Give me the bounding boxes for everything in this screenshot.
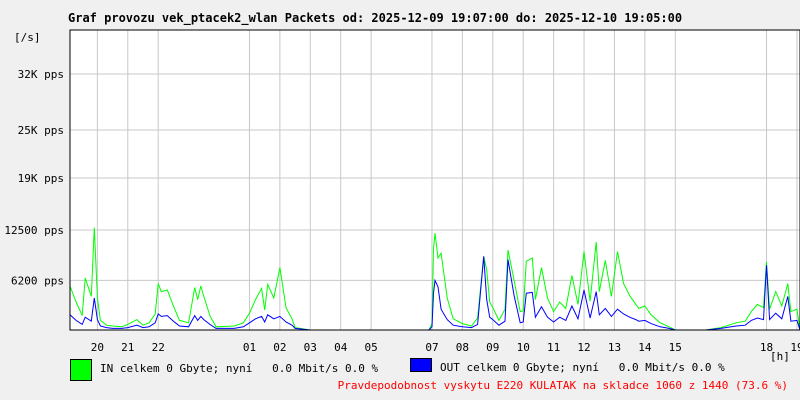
legend-in-swatch [70, 359, 92, 381]
y-tick-label: 6200 pps [11, 274, 64, 287]
x-tick-label: 22 [152, 341, 165, 354]
x-tick-label: 01 [243, 341, 256, 354]
x-tick-label: 21 [121, 341, 134, 354]
tick-labels: 6200 pps 12500 pps 19K pps 25K pps 32K pps 20… [4, 68, 800, 354]
y-tick-label: 12500 pps [4, 224, 64, 237]
legend-out: OUT celkem 0 Gbyte; nyní 0.0 Mbit/s 0.0 … [410, 358, 725, 397]
x-axis-label: [h] [770, 350, 790, 363]
legend-in: IN celkem 0 Gbyte; nyní 0.0 Mbit/s 0.0 % [70, 359, 378, 398]
x-tick-label: 08 [456, 341, 469, 354]
x-tick-label: 10 [517, 341, 530, 354]
grid [70, 30, 800, 330]
x-tick-label: 20 [91, 341, 104, 354]
y-axis-label: [/s] [14, 31, 41, 44]
legend-out-text: OUT celkem 0 Gbyte; nyní 0.0 Mbit/s 0.0 … [440, 361, 725, 374]
x-tick-label: 12 [577, 341, 590, 354]
x-tick-label: 09 [486, 341, 499, 354]
chart-title: Graf provozu vek_ptacek2_wlan Packets od… [68, 11, 683, 25]
x-tick-label: 18 [760, 341, 773, 354]
series-line-out [69, 256, 800, 331]
x-tick-label: 07 [425, 341, 438, 354]
series-layer [69, 227, 800, 331]
x-tick-label: 19 [790, 341, 800, 354]
y-tick-label: 19K pps [18, 172, 64, 185]
legend-in-text: IN celkem 0 Gbyte; nyní 0.0 Mbit/s 0.0 % [100, 362, 379, 375]
plot-area [70, 30, 800, 330]
x-tick-label: 14 [638, 341, 652, 354]
x-tick-label: 13 [608, 341, 621, 354]
x-tick-label: 02 [273, 341, 286, 354]
x-tick-label: 03 [304, 341, 317, 354]
x-tick-label: 05 [365, 341, 378, 354]
x-tick-label: 04 [334, 341, 348, 354]
plot-frame [69, 29, 800, 331]
y-tick-label: 25K pps [18, 124, 64, 137]
x-tick-label: 11 [547, 341, 560, 354]
x-tick-label: 15 [669, 341, 682, 354]
legend-out-swatch [410, 358, 432, 372]
y-tick-label: 32K pps [18, 68, 64, 81]
availability-note: Pravdepodobnost vyskytu E220 KULATAK na … [337, 379, 788, 392]
